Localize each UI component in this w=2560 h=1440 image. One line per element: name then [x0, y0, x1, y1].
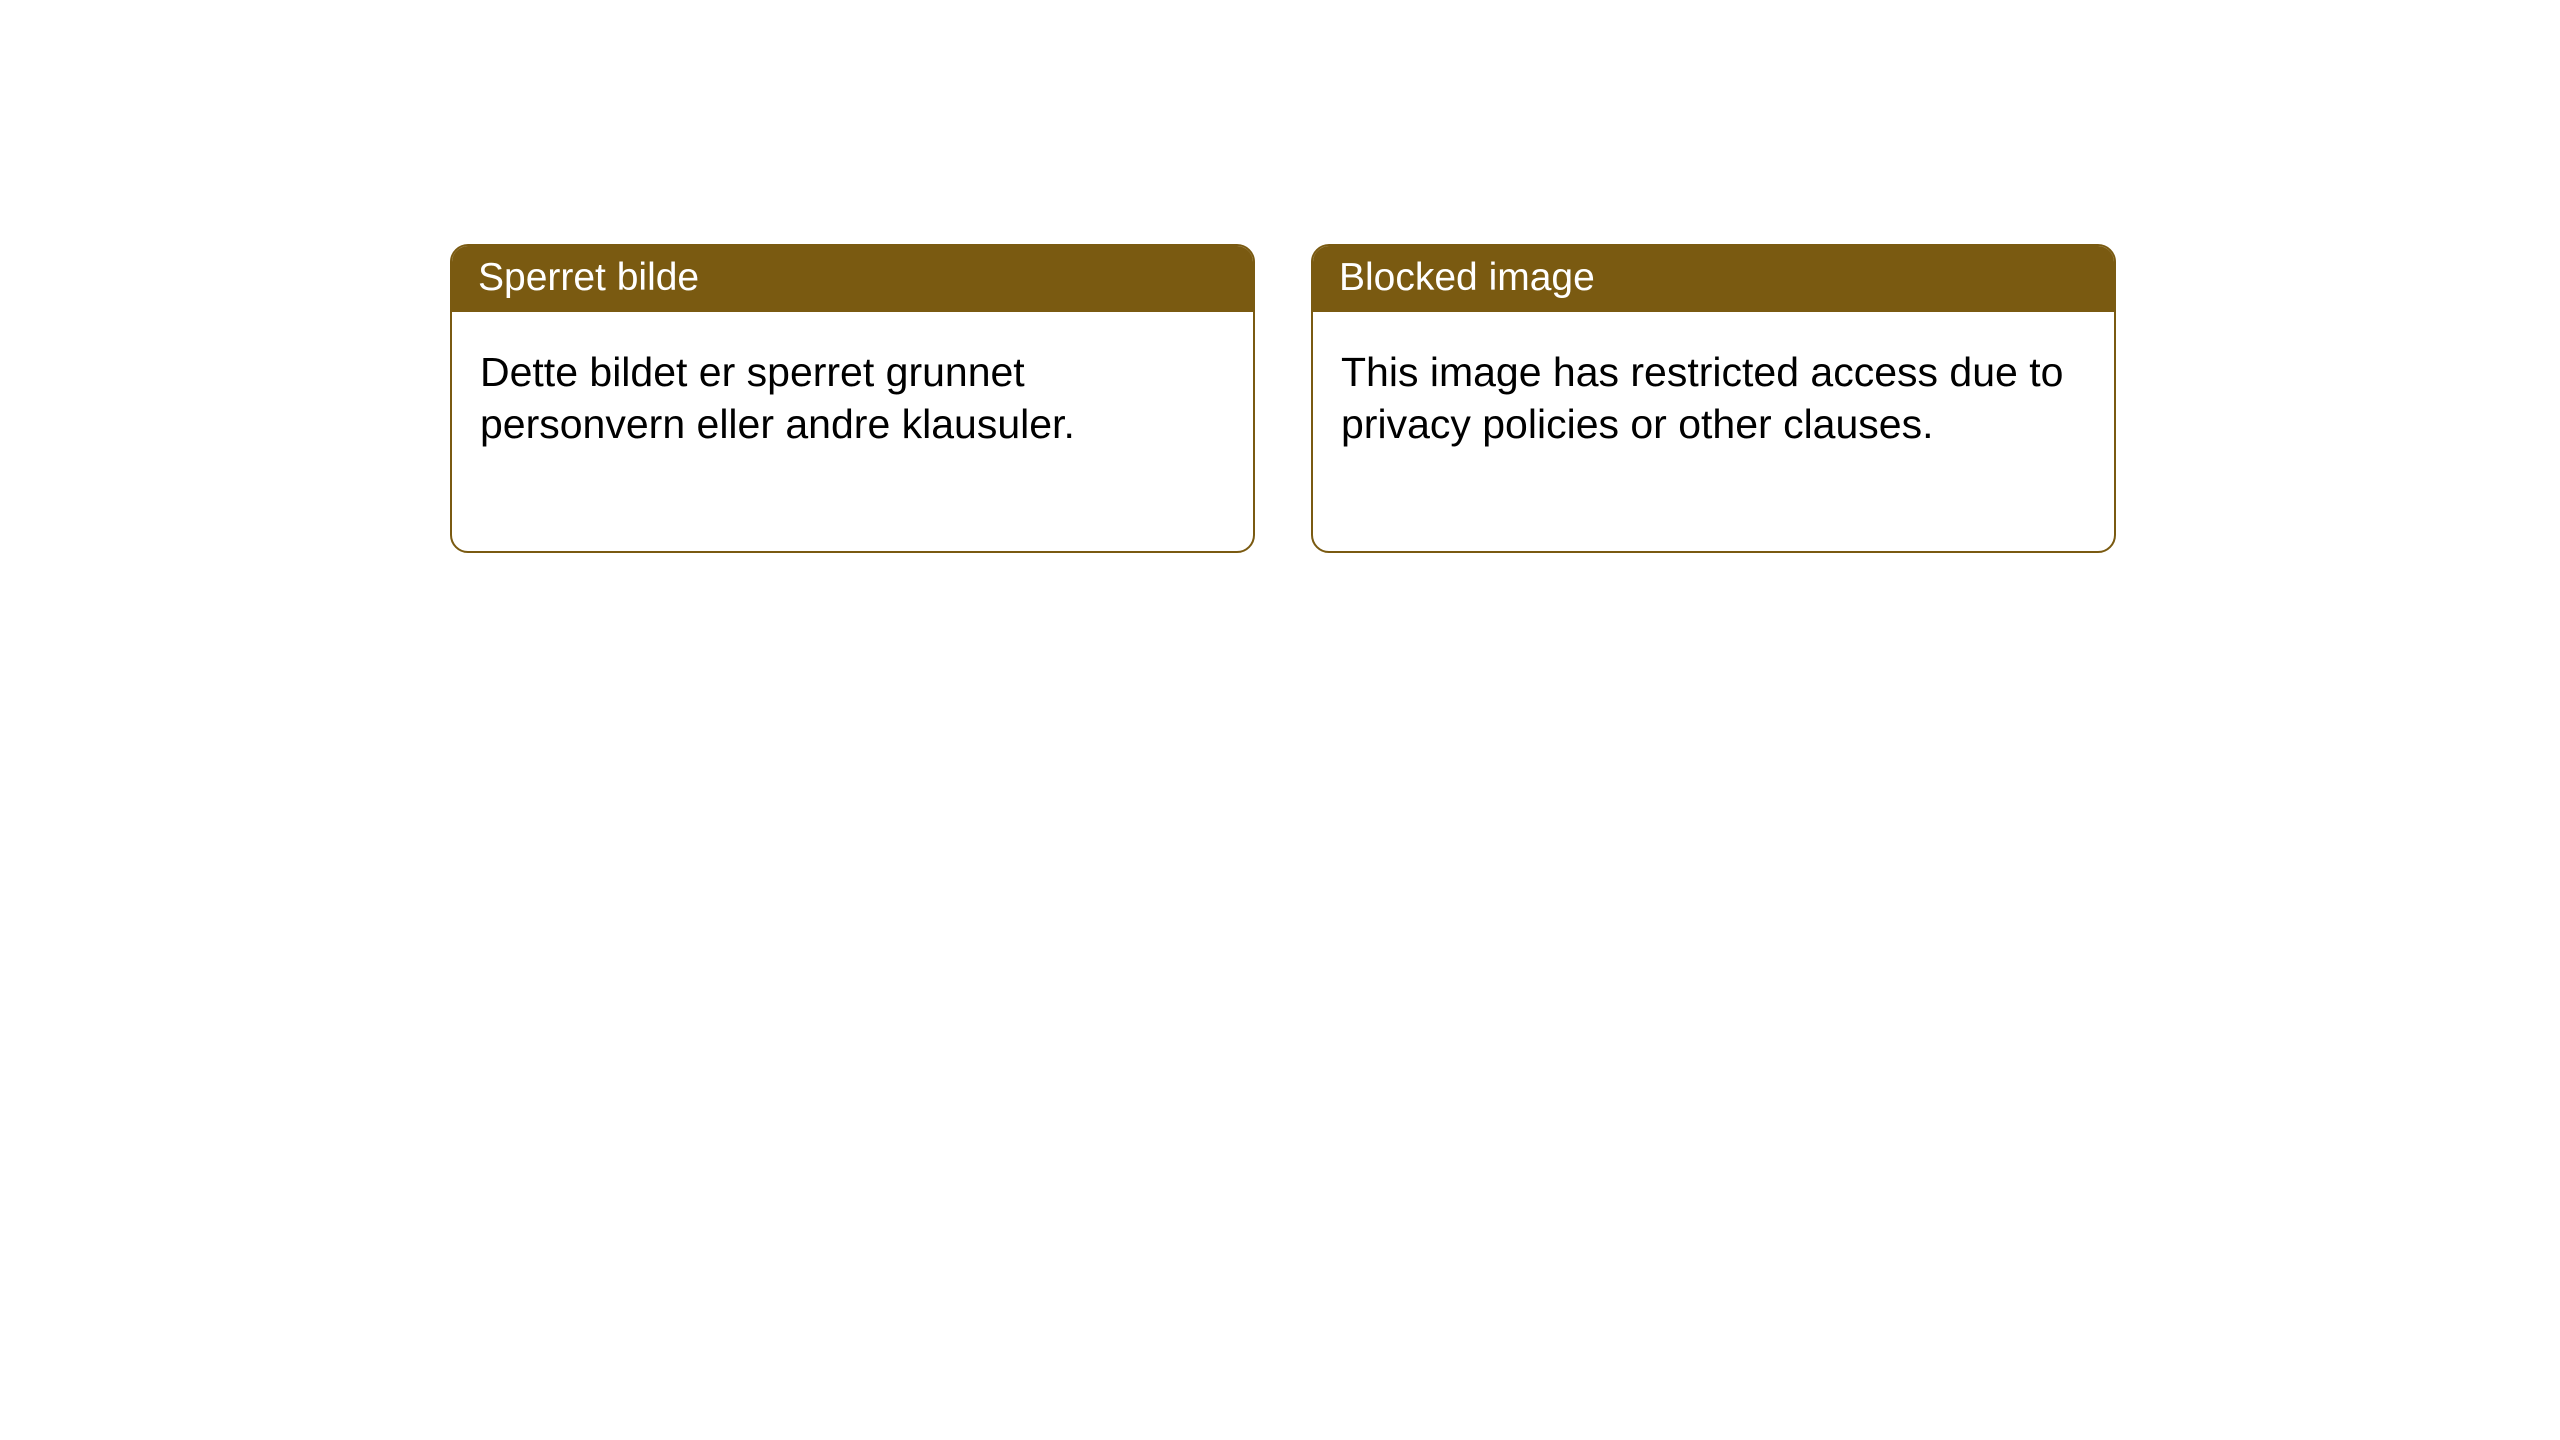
- notice-panels-container: Sperret bilde Dette bildet er sperret gr…: [0, 0, 2560, 553]
- panel-body-no: Dette bildet er sperret grunnet personve…: [452, 312, 1253, 551]
- panel-body-en: This image has restricted access due to …: [1313, 312, 2114, 551]
- blocked-image-panel-no: Sperret bilde Dette bildet er sperret gr…: [450, 244, 1255, 553]
- panel-header-no: Sperret bilde: [452, 246, 1253, 312]
- panel-header-en: Blocked image: [1313, 246, 2114, 312]
- blocked-image-panel-en: Blocked image This image has restricted …: [1311, 244, 2116, 553]
